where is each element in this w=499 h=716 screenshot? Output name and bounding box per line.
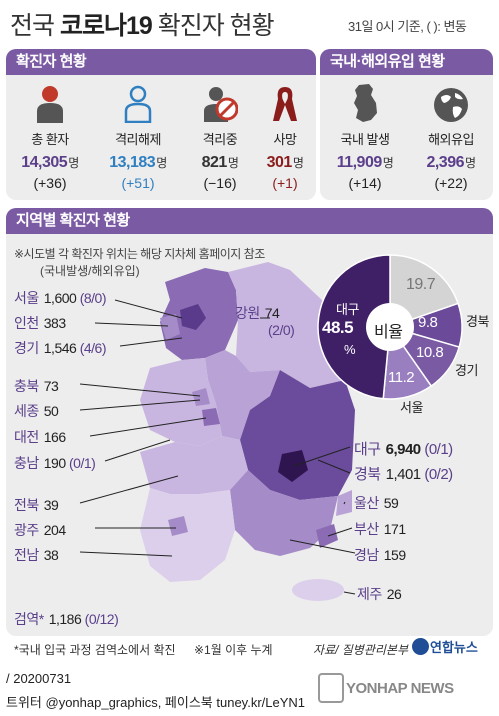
region-gyeongnam <box>230 470 338 556</box>
region-label-jeonbuk: 전북 39 <box>14 497 59 513</box>
pie-label-daegu-unit: % <box>344 342 356 357</box>
region-busan <box>316 524 338 548</box>
domestic-overseas-panel: 국내·해외유입 현황 국내 발생 11,909명 (+14) 해외유입 2,39… <box>320 49 493 200</box>
region-label-chungbuk: 충북 73 <box>14 378 59 394</box>
stat-deaths: 사망 301명 (+1) <box>258 83 312 191</box>
ratio-pie-chart <box>317 254 463 400</box>
region-label-daejeon: 대전 166 <box>14 429 66 445</box>
pie-center-label: 비율 <box>374 324 403 341</box>
region-daegu <box>278 450 308 482</box>
region-label-daegu: 대구 6,940 (0/1) <box>354 441 453 458</box>
agency-watermark-icon <box>318 673 344 703</box>
stat-total-value: 14,305명 <box>21 154 79 171</box>
stat-overseas-change: (+22) <box>434 175 468 191</box>
stat-overseas-label: 해외유입 <box>428 132 474 147</box>
stat-deaths-label: 사망 <box>273 132 297 147</box>
region-gyeongbuk <box>240 370 355 500</box>
stat-domestic-label: 국내 발생 <box>340 132 390 147</box>
footnote-quarantine: *국내 입국 과정 검역소에서 확진 <box>14 643 176 657</box>
region-label-gangwon: 강원 74 <box>235 305 280 321</box>
stat-total-change: (+36) <box>33 175 67 191</box>
stat-total-label: 총 환자 <box>31 132 69 147</box>
stat-overseas: 해외유입 2,396명 (+22) <box>412 83 490 191</box>
region-incheon <box>160 314 180 340</box>
source-note: 자료/ 질병관리본부 <box>313 643 408 657</box>
stat-domestic: 국내 발생 11,909명 (+14) <box>324 83 406 191</box>
region-label-incheon: 인천 383 <box>14 315 66 331</box>
region-label-gyeongnam: 경남 159 <box>354 547 406 563</box>
region-label-quarantine: 검역* 1,186 (0/12) <box>14 611 119 627</box>
pie-outer-gyeonggi: 경기 <box>455 363 478 378</box>
pie-label-daegu-value: 48.5 <box>322 318 354 337</box>
korea-map-icon <box>324 83 406 123</box>
stat-overseas-value: 2,396명 <box>426 154 476 171</box>
pie-slice-0 <box>317 254 391 400</box>
pie-label-gyeonggi: 10.8 <box>416 344 444 361</box>
region-label-gyeongbuk: 경북 1,401 (0/2) <box>354 466 453 483</box>
region-label-gangwon-paren: (2/0) <box>268 322 295 338</box>
confirmed-status-header: 확진자 현황 <box>6 49 316 75</box>
social-credit: 트위터 @yonhap_graphics, 페이스북 tuney.kr/LeYN… <box>6 695 306 710</box>
region-label-chungnam: 충남 190 (0/1) <box>14 455 96 471</box>
region-daejeon <box>202 408 220 426</box>
person-icon <box>14 83 86 123</box>
region-jeonnam <box>140 488 235 582</box>
pie-outer-gyeongbuk: 경북 <box>466 314 489 329</box>
stat-total: 총 환자 14,305명 (+36) <box>14 83 86 191</box>
region-gwangju <box>168 516 188 536</box>
stat-isolated: 격리중 821명 (−16) <box>192 83 248 191</box>
globe-icon <box>412 83 490 123</box>
pie-center-hole <box>366 303 414 351</box>
leader-lines <box>79 299 356 595</box>
region-status-header: 지역별 확진자 현황 <box>6 208 493 234</box>
region-label-busan: 부산 171 <box>354 521 406 537</box>
pie-label-other: 19.7 <box>406 276 436 293</box>
region-label-gwangju: 광주 204 <box>14 522 66 538</box>
page-title: 전국 코로나19 확진자 현황 <box>10 12 275 40</box>
stat-isolated-change: (−16) <box>203 175 237 191</box>
region-label-gyeonggi: 경기 1,546 (4/6) <box>14 340 107 356</box>
domestic-overseas-header: 국내·해외유입 현황 <box>320 49 493 75</box>
as-of-note: 31일 0시 기준, ( ): 변동 <box>348 19 467 34</box>
region-label-seoul: 서울 1,600 (8/0) <box>14 290 107 306</box>
isolated-person-icon <box>192 83 248 123</box>
stat-released-change: (+51) <box>121 175 155 191</box>
region-note: ※시도별 각 확진자 위치는 해당 지차체 홈페이지 참조 <box>14 247 265 261</box>
stat-deaths-change: (+1) <box>272 175 298 191</box>
yonhap-logo-text: 연합뉴스 <box>430 640 478 655</box>
legend-note: (국내발생/해외유입) <box>40 264 140 278</box>
yonhap-logo-icon <box>412 638 429 655</box>
pie-label-gyeongbuk: 9.8 <box>418 314 438 331</box>
region-sejong <box>192 388 210 406</box>
pie-label-seoul: 11.2 <box>388 369 415 386</box>
region-seoul <box>180 304 206 330</box>
stat-deaths-value: 301명 <box>266 154 304 171</box>
person-outline-icon <box>98 83 178 123</box>
pie-outer-seoul: 서울 <box>400 400 423 415</box>
agency-watermark: YONHAP NEWS <box>346 680 454 697</box>
region-jeju <box>292 579 344 601</box>
stat-isolated-label: 격리중 <box>202 132 238 147</box>
date-stamp: / 20200731 <box>6 671 72 686</box>
stat-isolated-value: 821명 <box>201 154 239 171</box>
confirmed-status-panel: 확진자 현황 총 환자 14,305명 (+36) 격리해제 13,183명 (… <box>6 49 316 200</box>
pie-label-daegu-name: 대구 <box>336 302 359 317</box>
region-label-jeju: 제주 26 <box>357 586 402 602</box>
region-label-jeonnam: 전남 38 <box>14 547 59 563</box>
ribbon-icon <box>258 83 312 123</box>
stat-released-label: 격리해제 <box>115 132 161 147</box>
region-label-ulsan: 울산 59 <box>354 495 399 511</box>
stat-released: 격리해제 13,183명 (+51) <box>98 83 178 191</box>
region-gangwon <box>228 262 345 388</box>
footnote-cumulative: ※1월 이후 누계 <box>194 643 273 657</box>
stat-released-value: 13,183명 <box>109 154 167 171</box>
region-chungbuk <box>205 350 280 440</box>
stat-domestic-change: (+14) <box>348 175 382 191</box>
stat-domestic-value: 11,909명 <box>336 154 394 171</box>
region-label-sejong: 세종 50 <box>14 403 59 419</box>
